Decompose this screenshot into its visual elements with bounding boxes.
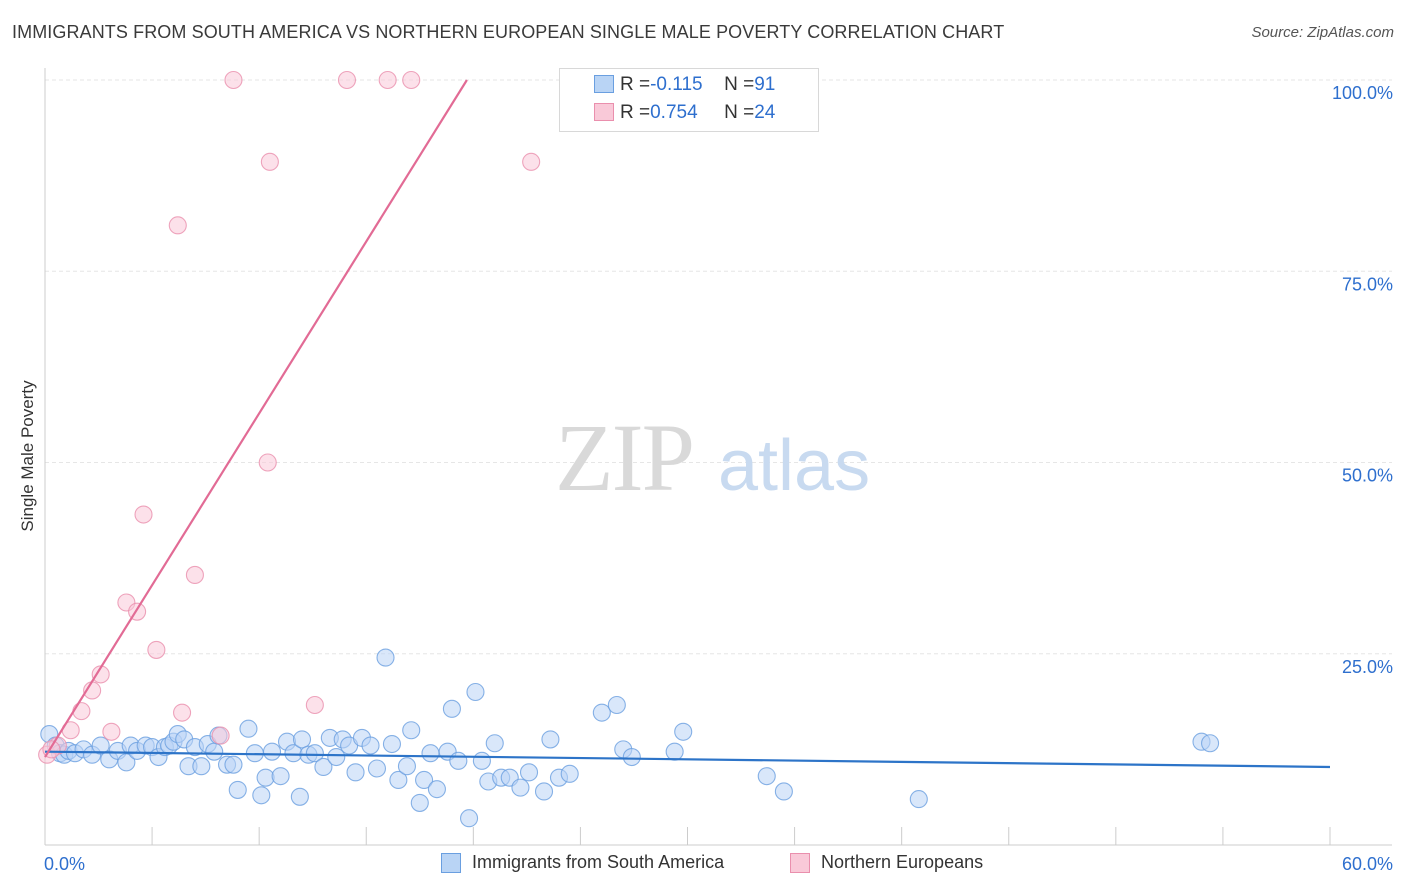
stats-legend: R = -0.115 N = 91 R = 0.754 N = 24 [559,68,819,132]
blue-point [91,736,110,755]
n-label: N = [724,74,755,95]
blue-point [1201,734,1220,753]
legend-item-south-america[interactable]: Immigrants from South America [441,852,724,873]
blue-point [607,695,626,715]
blue-point [239,719,258,738]
pink-point [224,70,243,90]
blue-point [421,744,440,763]
blue-point [909,790,928,809]
y-tick-label: 75.0% [1342,274,1393,294]
r-label: R = [620,74,651,95]
blue-trendline [44,750,1331,769]
blue-point [397,757,416,776]
blue-point [511,778,530,797]
watermark-zip: ZIP [555,404,693,511]
pink-point [337,70,357,90]
pink-point [147,640,166,659]
legend-label: Northern Europeans [821,852,984,872]
pink-point [168,216,187,235]
pink-trendline [44,79,468,758]
legend-item-northern-europeans[interactable]: Northern Europeans [790,852,983,873]
y-tick-label: 50.0% [1342,466,1393,486]
watermark-atlas: atlas [718,426,870,506]
blue-point [314,757,333,777]
x-tick-label-max: 60.0% [1342,854,1393,874]
n-value: 91 [754,74,776,95]
chart-title: IMMIGRANTS FROM SOUTH AMERICA VS NORTHER… [12,22,1005,42]
blue-point [252,786,271,805]
y-tick-label: 100.0% [1332,83,1393,103]
blue-point [592,703,611,722]
blue-point [449,751,468,770]
blue-swatch-icon [594,75,614,93]
blue-point [466,682,485,702]
blue-point [541,730,560,749]
pink-point [211,726,230,745]
pink-point [305,695,324,715]
pink-point [173,703,192,722]
blue-point [290,787,309,806]
blue-point [410,793,429,812]
blue-point [327,747,346,767]
blue-point [665,742,684,761]
pink-swatch-icon [790,852,810,873]
blue-point [757,767,776,786]
source-label: Source: ZipAtlas.com [1251,24,1394,41]
y-axis-label: Single Male Poverty [18,380,37,532]
blue-point [117,753,136,772]
blue-point [427,780,446,799]
blue-swatch-icon [441,852,461,873]
blue-point [192,757,211,776]
n-value: 24 [754,102,776,123]
r-value: -0.115 [650,74,703,95]
pink-point [522,152,541,171]
blue-point [367,759,387,778]
pink-swatch-icon [594,103,614,121]
blue-point [389,770,408,790]
blue-point [402,721,421,740]
blue-point [415,770,434,790]
blue-point [674,722,693,741]
r-value: 0.754 [650,102,698,123]
blue-point [472,751,491,770]
stats-row-pink: R = 0.754 N = 24 [594,101,776,125]
blue-point [376,648,395,667]
blue-point [292,730,312,749]
series-legend: Immigrants from South America Northern E… [0,850,1406,880]
n-label: N = [724,102,755,123]
blue-point [534,782,554,801]
blue-point [346,763,365,782]
blue-point [382,734,402,754]
pink-point [102,722,121,741]
blue-point [224,755,243,774]
blue-point [622,747,641,767]
blue-point [560,764,579,783]
pink-point [378,70,397,90]
blue-point [459,809,479,828]
pink-point [185,565,204,585]
r-label: R = [620,102,651,123]
legend-label: Immigrants from South America [472,852,725,872]
pink-point [260,152,279,171]
blue-point [519,763,539,782]
pink-point [72,702,91,721]
blue-point [256,768,275,787]
pink-point [258,453,277,472]
blue-point [305,744,324,763]
pink-point [134,505,153,524]
x-tick-label-min: 0.0% [44,854,85,874]
blue-point [262,742,282,761]
stats-row-blue: R = -0.115 N = 91 [594,73,776,97]
blue-point [205,742,224,761]
blue-point [228,780,247,799]
blue-point [361,736,380,755]
pink-point [402,70,421,90]
blue-point [442,699,461,718]
blue-point [774,782,793,801]
blue-point [271,767,290,786]
blue-point [485,734,504,753]
y-tick-label: 25.0% [1342,657,1393,677]
